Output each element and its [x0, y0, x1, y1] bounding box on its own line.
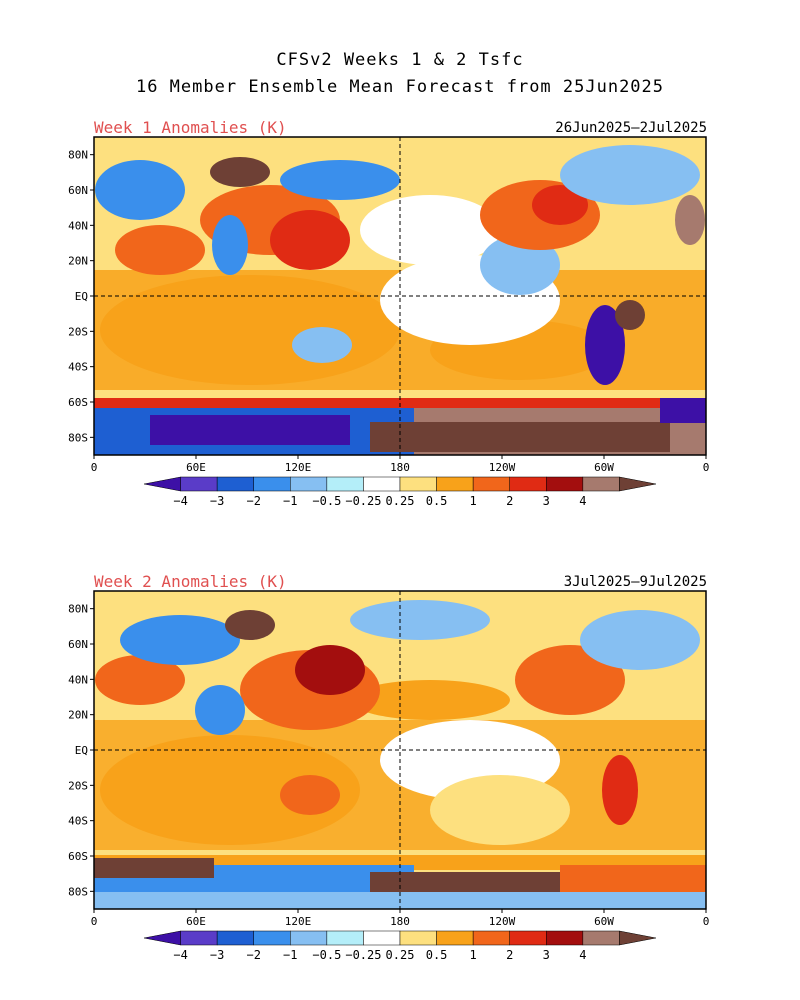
colorbar-tick-label: −2 — [246, 494, 260, 508]
panel1-axes: 80N 60N 40N 20N EQ 20S 40S 60S 80S 0 60E 120E 180 120… — [68, 149, 709, 474]
lat-label: 40N — [68, 219, 88, 232]
colorbar-swatch — [363, 930, 401, 946]
figure-title-line1: CFSv2 Weeks 1 & 2 Tsfc — [276, 50, 524, 70]
colorbar-tick-label: 4 — [579, 948, 586, 962]
lon-label: 180 — [390, 915, 410, 928]
colorbar-swatch — [363, 476, 401, 492]
lon-label: 60W — [594, 461, 614, 474]
panel2-title: Week 2 Anomalies (K) — [94, 572, 287, 591]
colorbar-tick-label: 0.5 — [426, 948, 448, 962]
colorbar-tick-label: 3 — [543, 948, 550, 962]
colorbar-swatch — [582, 930, 620, 946]
colorbar-triangle-high — [619, 930, 657, 946]
colorbar-tick-label: 2 — [506, 948, 513, 962]
colorbar-tick-label: −1 — [283, 948, 297, 962]
panel1-title: Week 1 Anomalies (K) — [94, 118, 287, 137]
colorbar-swatch — [253, 476, 291, 492]
lon-label: 120W — [489, 461, 516, 474]
lat-label: 60N — [68, 184, 88, 197]
lat-label: 40S — [68, 361, 88, 374]
colorbar-tick-label: −0.5 — [312, 494, 341, 508]
colorbar-swatch — [399, 930, 437, 946]
lat-label: 80N — [68, 603, 88, 616]
lon-label: 180 — [390, 461, 410, 474]
colorbar-swatch — [216, 930, 254, 946]
colorbar-swatch — [546, 476, 584, 492]
colorbar-tick-label: −1 — [283, 494, 297, 508]
lat-label: 80S — [68, 885, 88, 898]
colorbar-swatch — [436, 476, 474, 492]
lat-label: EQ — [75, 744, 88, 757]
figure-title-line2: 16 Member Ensemble Mean Forecast from 25… — [135, 77, 665, 97]
colorbar-triangle-low — [143, 476, 181, 492]
colorbar-tick-label: −0.25 — [345, 948, 381, 962]
lon-label: 60E — [186, 461, 206, 474]
colorbar-triangle-low — [143, 930, 181, 946]
colorbar-tick-label: −0.5 — [312, 948, 341, 962]
lon-label: 0 — [91, 915, 98, 928]
colorbar-swatch — [509, 476, 547, 492]
lon-label: 0 — [91, 461, 98, 474]
colorbar-swatch — [472, 930, 510, 946]
colorbar-tick-label: −4 — [173, 494, 187, 508]
lat-label: 80S — [68, 431, 88, 444]
colorbar-tick-label: 1 — [470, 494, 477, 508]
colorbar-swatch — [253, 930, 291, 946]
lat-label: 40S — [68, 815, 88, 828]
colorbar-tick-label: −2 — [246, 948, 260, 962]
colorbar-swatch — [326, 476, 364, 492]
panel1-date-range: 26Jun2025—2Jul2025 — [555, 120, 707, 136]
colorbar-tick-label: −4 — [173, 948, 187, 962]
lon-label: 60E — [186, 915, 206, 928]
panel2-date-range: 3Jul2025—9Jul2025 — [563, 574, 707, 590]
lat-label: 20N — [68, 709, 88, 722]
lat-label: 20S — [68, 779, 88, 792]
colorbar-swatch — [472, 476, 510, 492]
colorbar-tick-label: 0.5 — [426, 494, 448, 508]
lat-label: 60N — [68, 638, 88, 651]
colorbar-tick-label: −0.25 — [345, 494, 381, 508]
colorbar-swatch — [546, 930, 584, 946]
panel1-colorbar: −4 −3 −2 −1 −0.5 −0.25 0.25 0.5 1 2 3 4 — [143, 476, 657, 508]
lon-label: 120W — [489, 915, 516, 928]
colorbar-swatch — [436, 930, 474, 946]
colorbar-swatch — [399, 476, 437, 492]
lon-label: 60W — [594, 915, 614, 928]
colorbar-tick-label: −3 — [210, 494, 224, 508]
panel2-map — [94, 591, 706, 909]
colorbar-swatch — [216, 476, 254, 492]
colorbar-tick-label: 0.25 — [386, 494, 415, 508]
lat-label: 40N — [68, 673, 88, 686]
colorbar-tick-label: −3 — [210, 948, 224, 962]
lat-label: 20S — [68, 325, 88, 338]
colorbar-swatch — [326, 930, 364, 946]
colorbar-swatch — [290, 930, 328, 946]
lat-label: 20N — [68, 255, 88, 268]
colorbar-swatch — [180, 930, 218, 946]
panel2-axes: 80N 60N 40N 20N EQ 20S 40S 60S 80S 0 60E 120E 180 120… — [68, 603, 709, 928]
colorbar-tick-label: 2 — [506, 494, 513, 508]
colorbar-triangle-high — [619, 476, 657, 492]
lon-label: 120E — [285, 461, 312, 474]
lat-label: 60S — [68, 850, 88, 863]
colorbar-tick-label: 0.25 — [386, 948, 415, 962]
panel1-map — [94, 137, 706, 455]
colorbar-tick-label: 1 — [470, 948, 477, 962]
colorbar-swatch — [290, 476, 328, 492]
lat-label: EQ — [75, 290, 88, 303]
colorbar-swatch — [509, 930, 547, 946]
lon-label: 0 — [703, 461, 710, 474]
colorbar-tick-label: 3 — [543, 494, 550, 508]
lat-label: 80N — [68, 149, 88, 162]
lon-label: 0 — [703, 915, 710, 928]
panel2-colorbar: −4 −3 −2 −1 −0.5 −0.25 0.25 0.5 1 2 3 4 — [143, 930, 657, 962]
colorbar-swatch — [180, 476, 218, 492]
lon-label: 120E — [285, 915, 312, 928]
lat-label: 60S — [68, 396, 88, 409]
colorbar-swatch — [582, 476, 620, 492]
colorbar-tick-label: 4 — [579, 494, 586, 508]
